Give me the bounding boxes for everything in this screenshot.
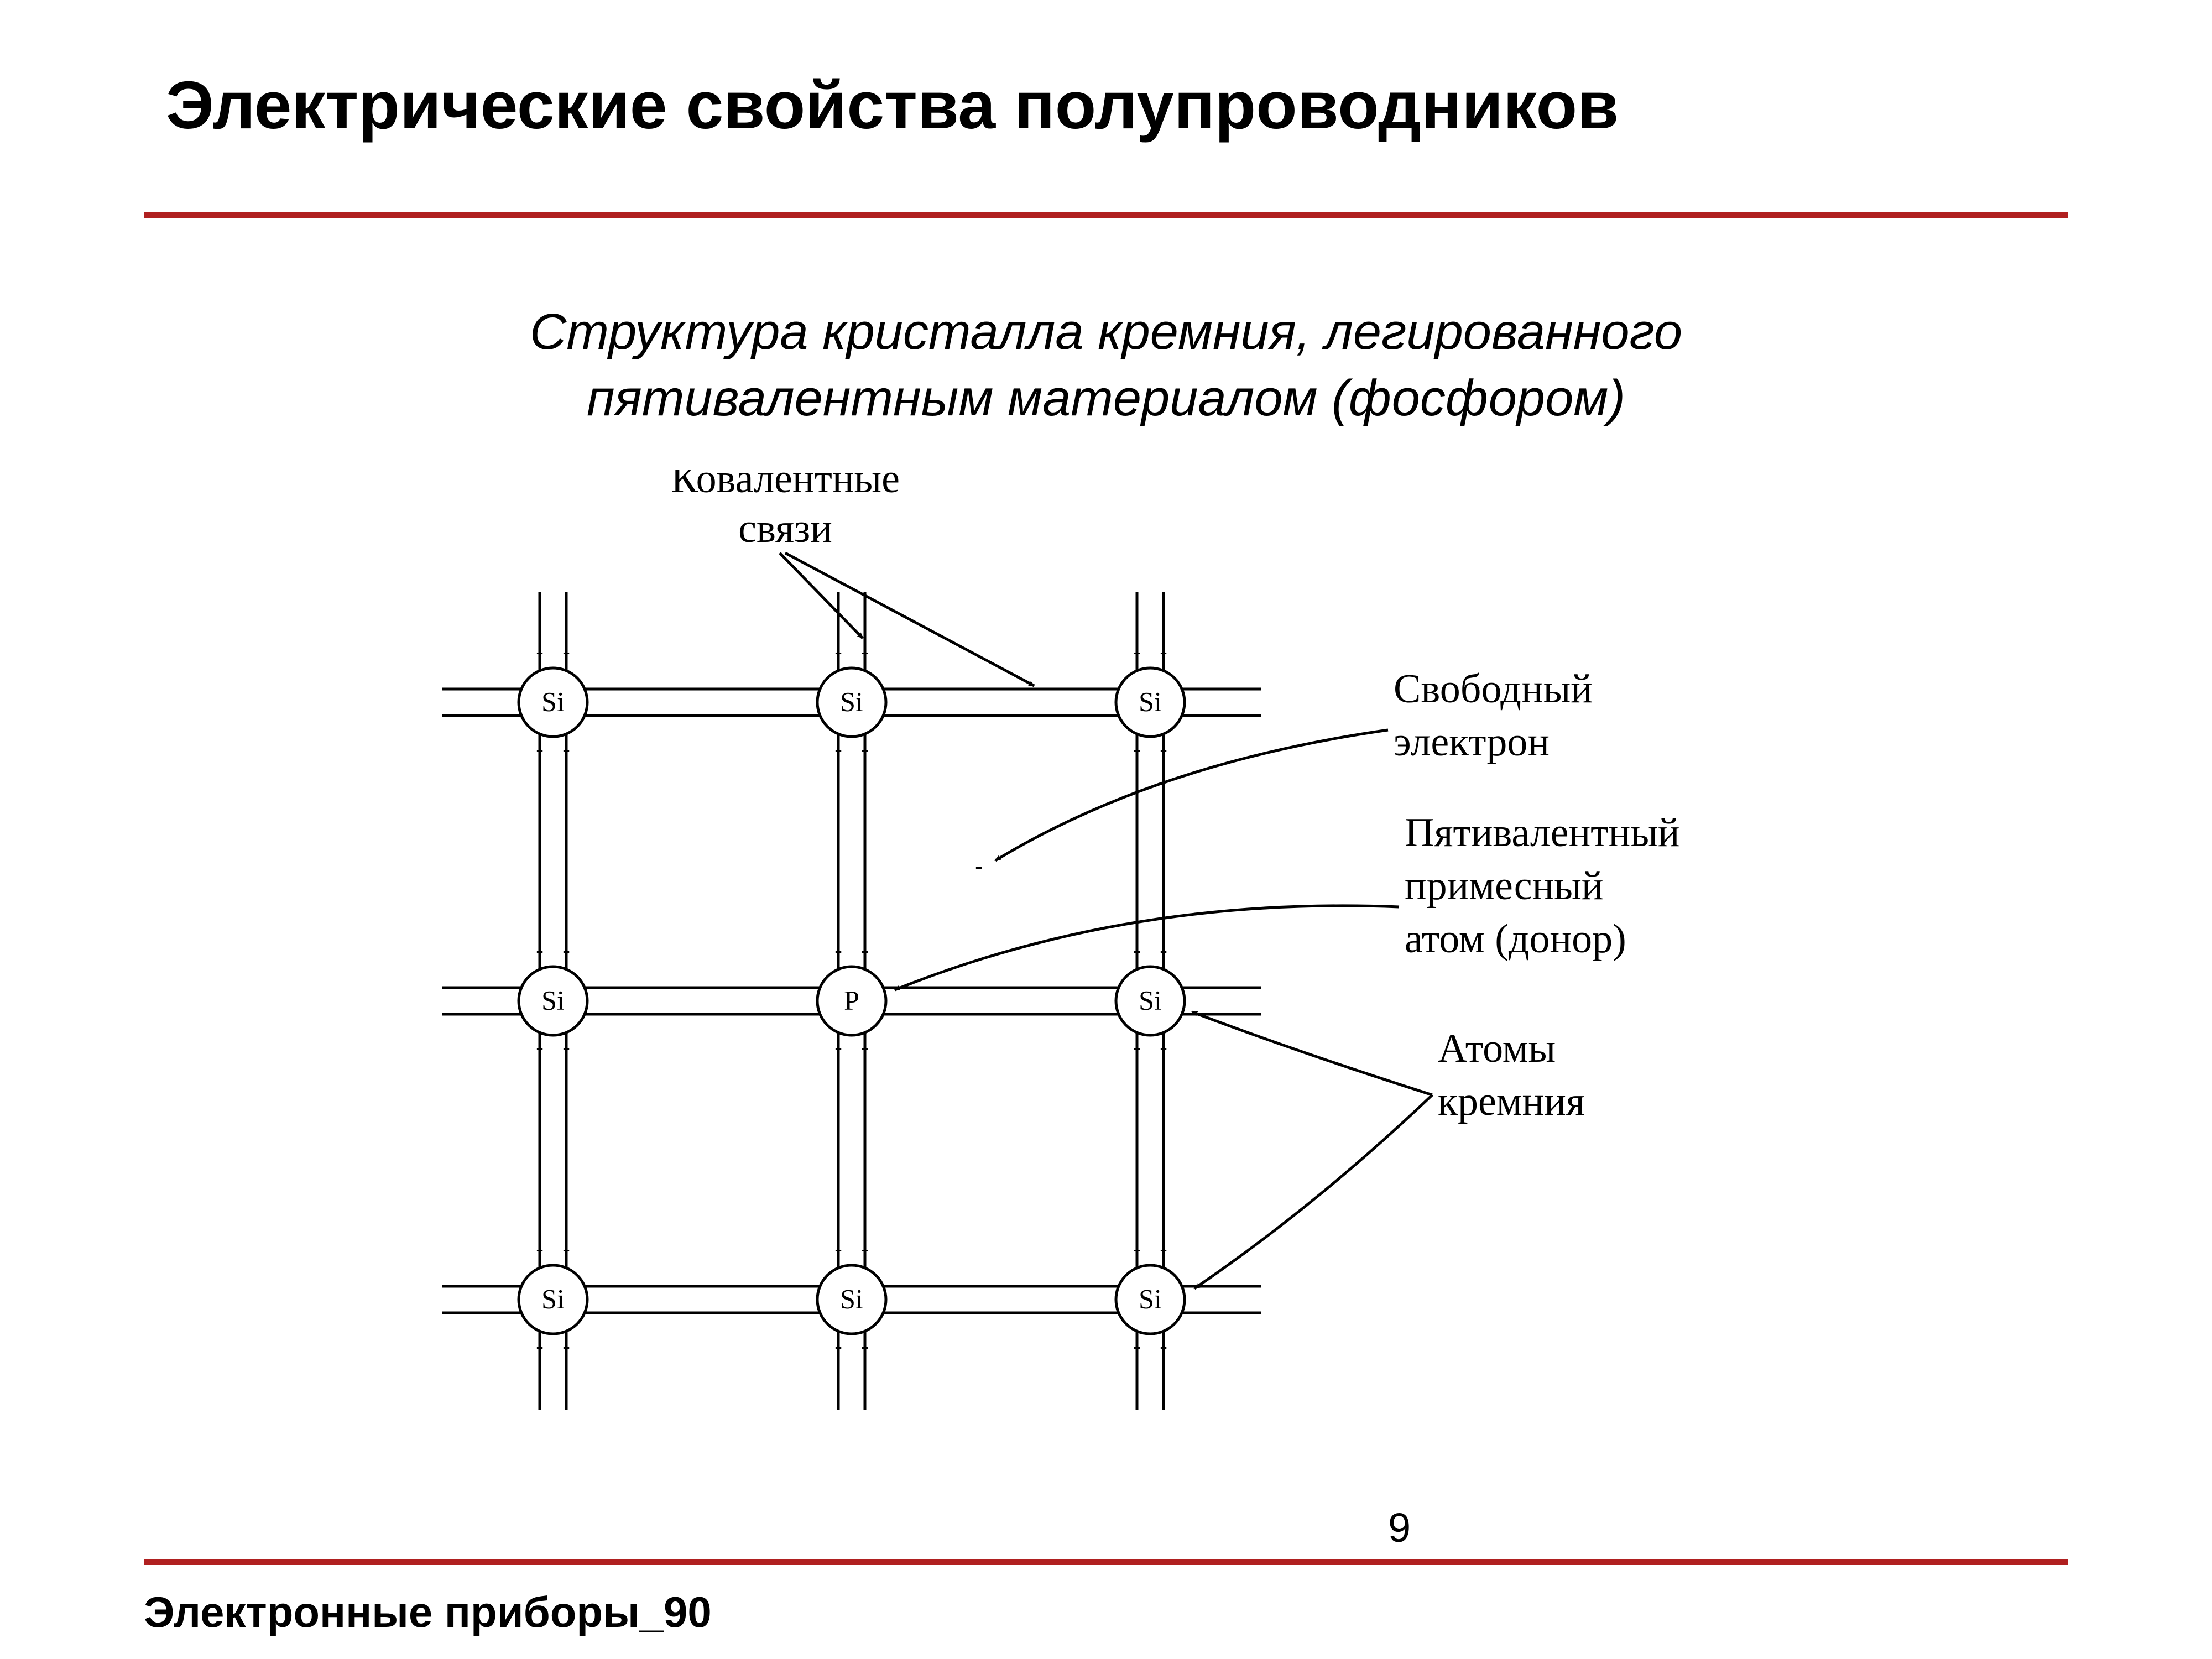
- svg-text:-: -: [861, 937, 868, 962]
- svg-text:-: -: [500, 674, 508, 699]
- svg-text:-: -: [1133, 937, 1140, 962]
- footer-text: Электронные приборы_90: [144, 1587, 712, 1637]
- svg-text:Si: Si: [541, 984, 565, 1015]
- svg-text:-: -: [1133, 736, 1140, 761]
- slide-title: Электрические свойства полупроводников: [166, 66, 1619, 144]
- svg-text:Пятивалентный: Пятивалентный: [1405, 810, 1680, 855]
- svg-text:-: -: [500, 1298, 508, 1323]
- page-number: 9: [1388, 1504, 1411, 1551]
- svg-text:Si: Si: [1139, 984, 1162, 1015]
- svg-text:-: -: [861, 639, 868, 664]
- svg-text:-: -: [562, 736, 570, 761]
- subtitle-line2: пятивалентным материалом (фосфором): [587, 370, 1625, 426]
- svg-text:Si: Si: [541, 1283, 565, 1314]
- svg-text:Атомы: Атомы: [1438, 1026, 1556, 1071]
- svg-text:Ковалентные: Ковалентные: [671, 470, 900, 502]
- svg-text:-: -: [861, 1035, 868, 1060]
- svg-text:-: -: [896, 701, 904, 726]
- svg-text:-: -: [975, 853, 982, 878]
- svg-text:-: -: [896, 1298, 904, 1323]
- svg-text:-: -: [500, 973, 508, 998]
- svg-text:-: -: [500, 1271, 508, 1296]
- svg-text:Si: Si: [1139, 686, 1162, 717]
- svg-text:-: -: [834, 1333, 842, 1358]
- svg-text:Свободный: Свободный: [1394, 666, 1593, 712]
- svg-text:-: -: [799, 1298, 806, 1323]
- svg-text:Si: Si: [541, 686, 565, 717]
- svg-text:P: P: [844, 984, 859, 1015]
- svg-text:-: -: [1098, 1271, 1105, 1296]
- svg-text:-: -: [799, 1271, 806, 1296]
- svg-text:-: -: [834, 639, 842, 664]
- svg-text:-: -: [536, 937, 543, 962]
- svg-text:электрон: электрон: [1394, 719, 1550, 765]
- footer-rule: [144, 1559, 2068, 1565]
- slide-subtitle: Структура кристалла кремния, легированно…: [221, 299, 1991, 431]
- svg-text:Si: Si: [840, 1283, 863, 1314]
- svg-text:-: -: [861, 736, 868, 761]
- svg-text:-: -: [799, 701, 806, 726]
- svg-text:-: -: [861, 1333, 868, 1358]
- svg-text:-: -: [562, 937, 570, 962]
- svg-text:-: -: [799, 999, 806, 1024]
- svg-text:-: -: [896, 999, 904, 1024]
- svg-text:-: -: [1195, 999, 1202, 1024]
- svg-text:-: -: [861, 1236, 868, 1261]
- svg-text:Si: Si: [840, 686, 863, 717]
- svg-text:-: -: [1098, 973, 1105, 998]
- svg-text:-: -: [536, 1333, 543, 1358]
- svg-text:-: -: [1160, 736, 1167, 761]
- svg-text:примесный: примесный: [1405, 863, 1604, 909]
- svg-text:-: -: [598, 1298, 605, 1323]
- svg-text:-: -: [799, 973, 806, 998]
- svg-text:-: -: [562, 1035, 570, 1060]
- svg-text:-: -: [1133, 1236, 1140, 1261]
- svg-text:-: -: [834, 1236, 842, 1261]
- svg-text:-: -: [1160, 1236, 1167, 1261]
- svg-text:-: -: [1160, 937, 1167, 962]
- svg-text:-: -: [1195, 973, 1202, 998]
- svg-text:-: -: [1098, 999, 1105, 1024]
- svg-text:-: -: [799, 674, 806, 699]
- svg-text:кремния: кремния: [1438, 1079, 1585, 1124]
- svg-text:-: -: [834, 937, 842, 962]
- svg-text:-: -: [1098, 701, 1105, 726]
- svg-text:-: -: [500, 701, 508, 726]
- svg-text:-: -: [536, 736, 543, 761]
- svg-text:-: -: [1160, 1333, 1167, 1358]
- svg-text:-: -: [500, 999, 508, 1024]
- svg-text:-: -: [1133, 1333, 1140, 1358]
- svg-text:-: -: [536, 1035, 543, 1060]
- svg-text:Si: Si: [1139, 1283, 1162, 1314]
- svg-text:-: -: [562, 1333, 570, 1358]
- svg-text:-: -: [598, 973, 605, 998]
- svg-text:-: -: [1195, 674, 1202, 699]
- svg-text:-: -: [1195, 1298, 1202, 1323]
- svg-text:-: -: [1160, 639, 1167, 664]
- svg-text:-: -: [536, 1236, 543, 1261]
- svg-text:-: -: [896, 674, 904, 699]
- svg-text:-: -: [834, 1035, 842, 1060]
- svg-text:-: -: [562, 1236, 570, 1261]
- title-rule: [144, 212, 2068, 218]
- lattice-diagram: Si--------Si--------Si--------Si--------…: [354, 470, 2068, 1493]
- svg-text:-: -: [1160, 1035, 1167, 1060]
- svg-text:-: -: [598, 1271, 605, 1296]
- svg-text:связи: связи: [738, 506, 832, 551]
- svg-text:-: -: [1098, 674, 1105, 699]
- svg-text:-: -: [536, 639, 543, 664]
- subtitle-line1: Структура кристалла кремния, легированно…: [530, 304, 1682, 360]
- svg-text:-: -: [1133, 639, 1140, 664]
- svg-text:-: -: [1133, 1035, 1140, 1060]
- svg-text:-: -: [1098, 1298, 1105, 1323]
- svg-text:атом (донор): атом (донор): [1405, 916, 1626, 962]
- svg-text:-: -: [896, 1271, 904, 1296]
- svg-text:-: -: [1195, 701, 1202, 726]
- svg-text:-: -: [834, 736, 842, 761]
- svg-text:-: -: [598, 999, 605, 1024]
- svg-text:-: -: [598, 701, 605, 726]
- svg-text:-: -: [598, 674, 605, 699]
- svg-text:-: -: [562, 639, 570, 664]
